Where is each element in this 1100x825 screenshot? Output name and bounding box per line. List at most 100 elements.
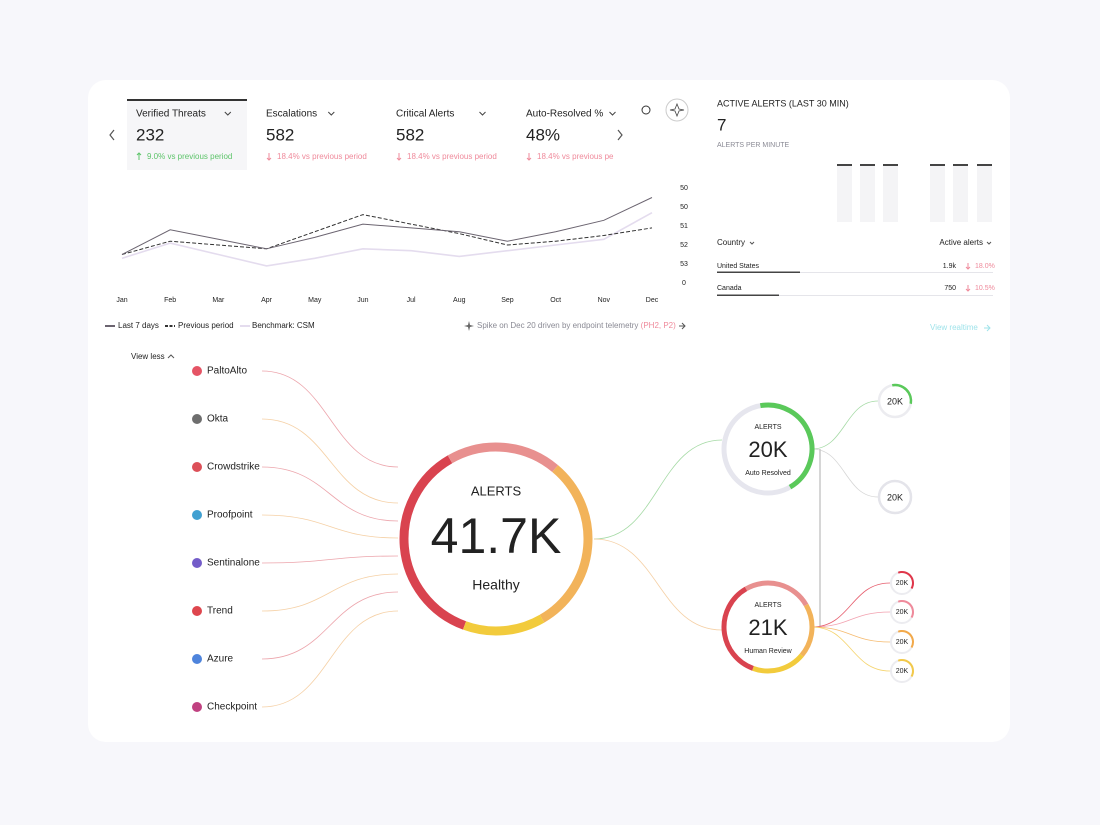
- down-arrow: [266, 153, 272, 161]
- source-icon: [192, 654, 202, 664]
- ring-segment: [399, 455, 467, 630]
- sub-node-value: 20K: [887, 492, 903, 502]
- connector: [261, 555, 399, 564]
- source-icon: [192, 606, 202, 616]
- x-tick-label: May: [308, 297, 322, 304]
- country: United States: [717, 263, 760, 270]
- sparkle-icon: [669, 102, 685, 118]
- series-line: [121, 214, 653, 255]
- row-track: [717, 272, 993, 273]
- minute-bar-top: [953, 164, 968, 166]
- source-name: Proofpoint: [207, 510, 253, 521]
- badge-icon[interactable]: [641, 105, 651, 115]
- node-label: ALERTS: [754, 424, 781, 431]
- change: 18.0%: [975, 263, 995, 270]
- sub-node-value: 20K: [896, 609, 909, 616]
- prev-arrow[interactable]: [109, 129, 115, 141]
- source-name: Trend: [207, 606, 233, 617]
- y-tick-label: 53: [680, 261, 688, 268]
- source-icon: [192, 462, 202, 472]
- legend-label: Last 7 days: [118, 321, 159, 330]
- connector: [261, 370, 399, 468]
- source-icon: [192, 702, 202, 712]
- next-arrow[interactable]: [617, 129, 623, 141]
- panel-value: 7: [717, 115, 726, 134]
- minute-bar: [883, 166, 898, 222]
- x-tick-label: Jun: [357, 297, 368, 304]
- kpi-change: 18.4% vs previous period: [277, 152, 367, 161]
- node-name: Human Review: [744, 648, 792, 655]
- connector: [811, 448, 879, 498]
- x-tick-label: Feb: [164, 297, 176, 304]
- chevron: [749, 241, 755, 245]
- kpi-value: 232: [136, 125, 164, 144]
- sub-node-value: 20K: [887, 396, 903, 406]
- center-status: Healthy: [472, 577, 519, 593]
- source-name: Azure: [207, 654, 234, 665]
- active-tab[interactable]: [127, 100, 247, 170]
- kpi-change: 9.0% vs previous period: [147, 152, 232, 161]
- tab-indicator: [127, 99, 247, 101]
- chevron: [327, 111, 335, 116]
- node-value: 21K: [748, 615, 787, 640]
- y-tick-label: 0: [682, 280, 686, 287]
- source-icon: [192, 366, 202, 376]
- chevron: [609, 111, 616, 116]
- ring-segment: [892, 383, 913, 404]
- ring-segment: [897, 659, 914, 677]
- y-tick-label: 51: [680, 223, 688, 230]
- y-tick-label: 50: [680, 204, 688, 211]
- down-arrow: [396, 153, 402, 161]
- center-label: ALERTS: [471, 483, 522, 498]
- legend-label: Previous period: [178, 321, 234, 330]
- x-tick-label: Sep: [501, 297, 514, 304]
- view-less-toggle[interactable]: View less: [131, 352, 165, 361]
- kpi-value: 48%: [526, 125, 560, 144]
- ring-segment: [897, 630, 914, 648]
- node-value: 20K: [748, 437, 787, 462]
- change: 10.5%: [975, 285, 995, 292]
- kpi-label: Auto-Resolved %: [526, 109, 603, 120]
- minute-bar: [860, 166, 875, 222]
- sparkle-icon: [464, 321, 474, 331]
- legend-label: Benchmark: CSM: [252, 321, 315, 330]
- count: 750: [944, 285, 956, 292]
- column-header[interactable]: Country: [717, 238, 745, 247]
- connector: [261, 418, 399, 504]
- annotation-tag: (PH2, P2): [641, 321, 676, 330]
- panel-title: ACTIVE ALERTS (LAST 30 MIN): [717, 98, 849, 108]
- row-track: [717, 295, 993, 296]
- ring-segment: [897, 600, 914, 618]
- source-icon: [192, 510, 202, 520]
- connector: [261, 514, 399, 539]
- center-value: 41.7K: [431, 508, 562, 564]
- sub-node-value: 20K: [896, 580, 909, 587]
- ring-segment: [897, 571, 914, 589]
- x-tick-label: Apr: [261, 297, 273, 304]
- source-icon: [192, 414, 202, 424]
- minute-bar: [953, 166, 968, 222]
- view-realtime-link[interactable]: View realtime: [930, 323, 978, 332]
- down-arrow: [965, 263, 971, 292]
- ring-segment: [752, 653, 804, 674]
- annotation: Spike on Dec 20 driven by endpoint telem…: [477, 321, 676, 330]
- series-line: [121, 197, 653, 255]
- ai-button[interactable]: [665, 98, 689, 122]
- row-bar: [717, 271, 800, 273]
- x-tick-label: Aug: [453, 297, 466, 304]
- x-tick-label: Nov: [598, 297, 611, 304]
- column-header[interactable]: Active alerts: [939, 238, 983, 247]
- connector: [811, 626, 891, 643]
- minute-bar: [930, 166, 945, 222]
- card: [88, 80, 1010, 742]
- connector: [261, 573, 399, 612]
- ring-segment: [799, 603, 815, 657]
- sub-node-value: 20K: [896, 639, 909, 646]
- down-arrow: [526, 153, 532, 161]
- connector: [811, 400, 879, 450]
- arrow-icon: [679, 322, 686, 330]
- sub-node-value: 20K: [896, 668, 909, 675]
- connector: [261, 610, 399, 708]
- chevron: [224, 111, 232, 116]
